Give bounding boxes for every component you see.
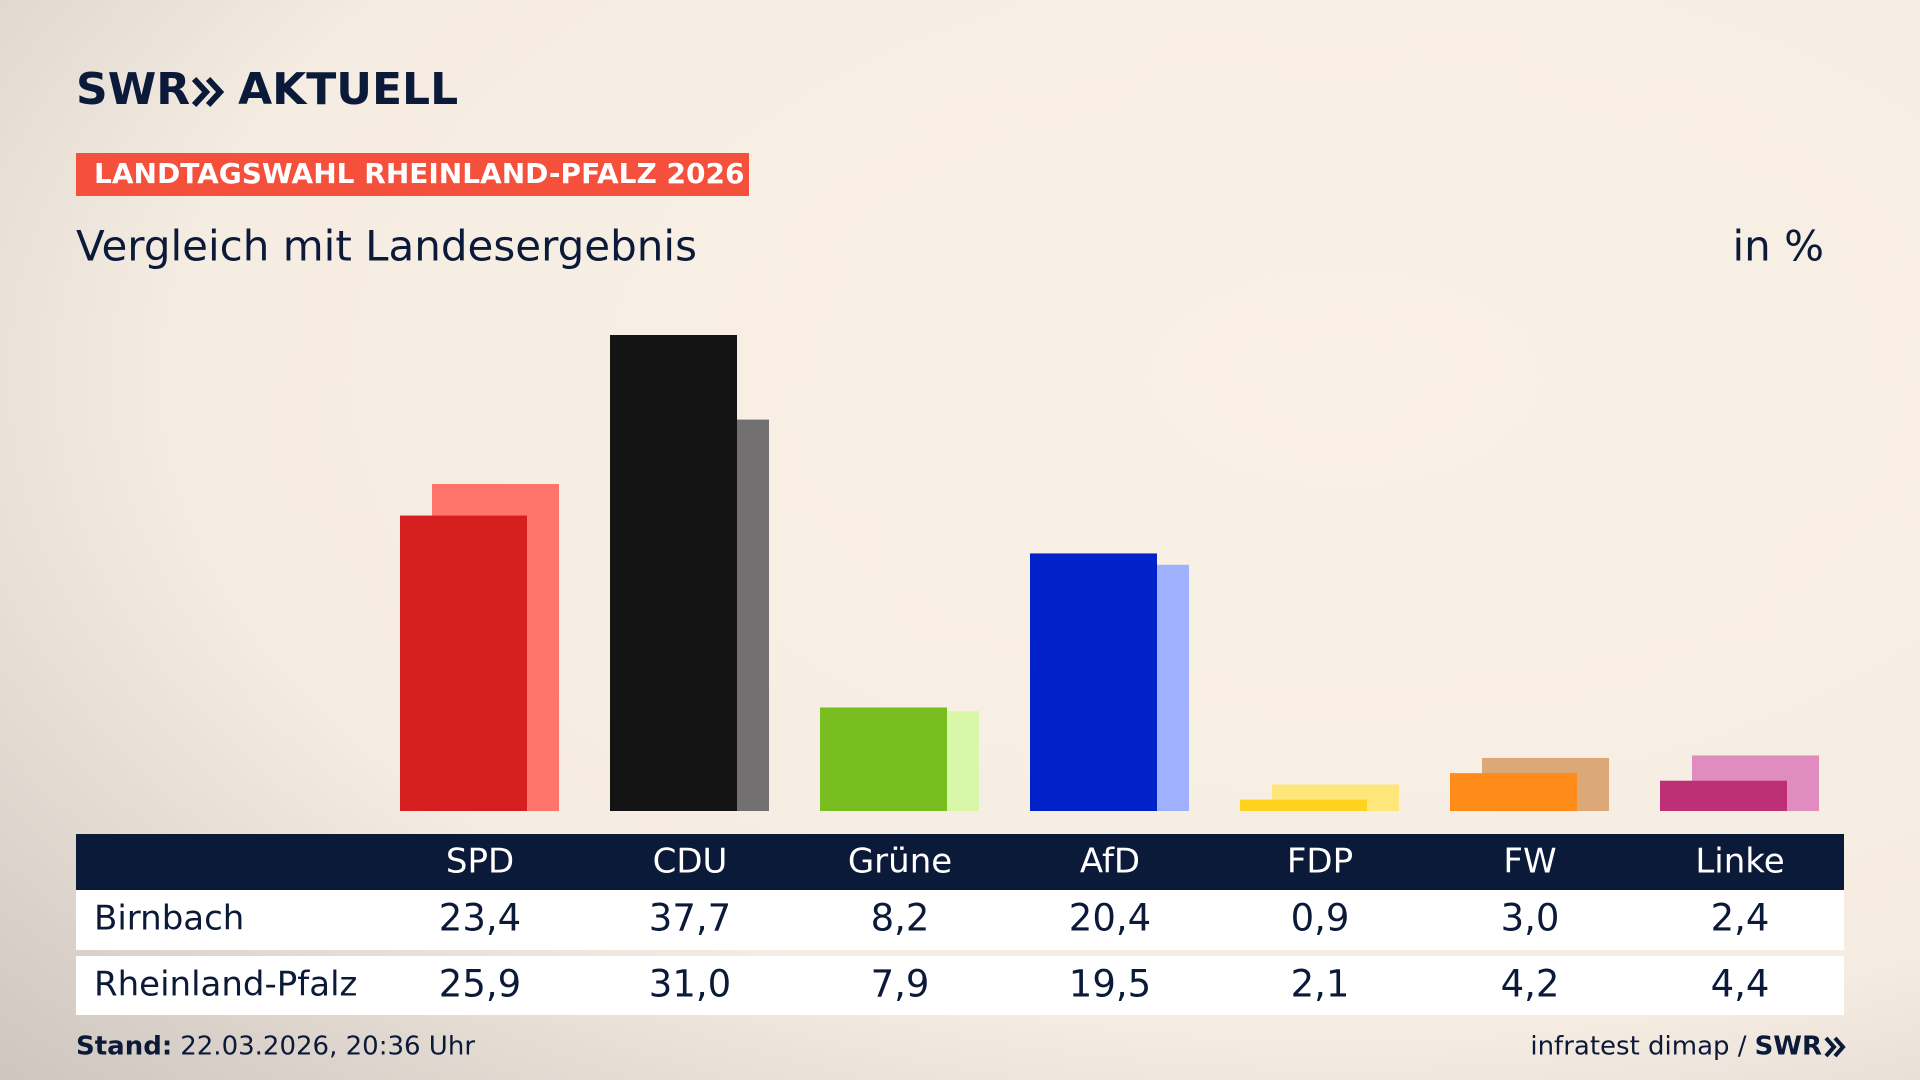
value-label: 19,5	[1069, 963, 1151, 1006]
tag: LANDTAGSWAHL RHEINLAND-PFALZ 2026	[94, 157, 744, 190]
source: infratest dimap /	[1530, 1032, 1746, 1062]
category-label: SPD	[446, 842, 514, 882]
unit: in %	[1732, 222, 1824, 271]
category-label: CDU	[653, 842, 728, 882]
chevron	[191, 76, 211, 108]
value-label: 2,1	[1291, 963, 1350, 1006]
source-chevrons	[1824, 1036, 1846, 1058]
value-label: 7,9	[871, 963, 930, 1006]
stand-label: Stand:	[76, 1032, 172, 1062]
bar	[610, 335, 737, 811]
bar	[400, 515, 527, 811]
category-label: Linke	[1695, 842, 1784, 882]
category-label: Grüne	[848, 842, 952, 882]
bar	[820, 707, 947, 811]
stand: 22.03.2026, 20:36 Uhr	[180, 1032, 475, 1062]
chart-title: Vergleich mit Landesergebnis	[76, 222, 697, 271]
chevron	[205, 76, 225, 108]
value-label: 20,4	[1069, 897, 1151, 940]
category-label: FDP	[1287, 842, 1353, 882]
brand-chevrons	[191, 76, 225, 108]
value-label: 0,9	[1291, 897, 1350, 940]
category-label: FW	[1503, 842, 1556, 882]
table-row	[76, 890, 1844, 950]
value-label: 31,0	[649, 963, 731, 1006]
category-label: AfD	[1080, 842, 1140, 882]
bar	[1030, 553, 1157, 811]
row-label: Rheinland-Pfalz	[94, 965, 357, 1005]
value-label: 37,7	[649, 897, 731, 940]
value-label: 23,4	[439, 897, 521, 940]
value-label: 3,0	[1501, 897, 1560, 940]
value-label: 25,9	[439, 963, 521, 1006]
table-row	[76, 956, 1844, 1015]
source-brand: SWR	[1755, 1032, 1822, 1062]
brand-sub: AKTUELL	[238, 64, 458, 115]
bar	[1660, 780, 1787, 811]
bar	[1450, 773, 1577, 811]
brand: SWR	[76, 64, 190, 115]
value-label: 2,4	[1711, 897, 1770, 940]
tag-background	[76, 153, 749, 196]
row-label: Birnbach	[94, 899, 244, 939]
bar	[1240, 799, 1367, 811]
value-label: 8,2	[871, 897, 930, 940]
value-label: 4,2	[1501, 963, 1560, 1006]
value-label: 4,4	[1711, 963, 1770, 1006]
chevron	[1824, 1036, 1837, 1058]
table-header	[76, 834, 1844, 890]
chevron	[1833, 1036, 1846, 1058]
